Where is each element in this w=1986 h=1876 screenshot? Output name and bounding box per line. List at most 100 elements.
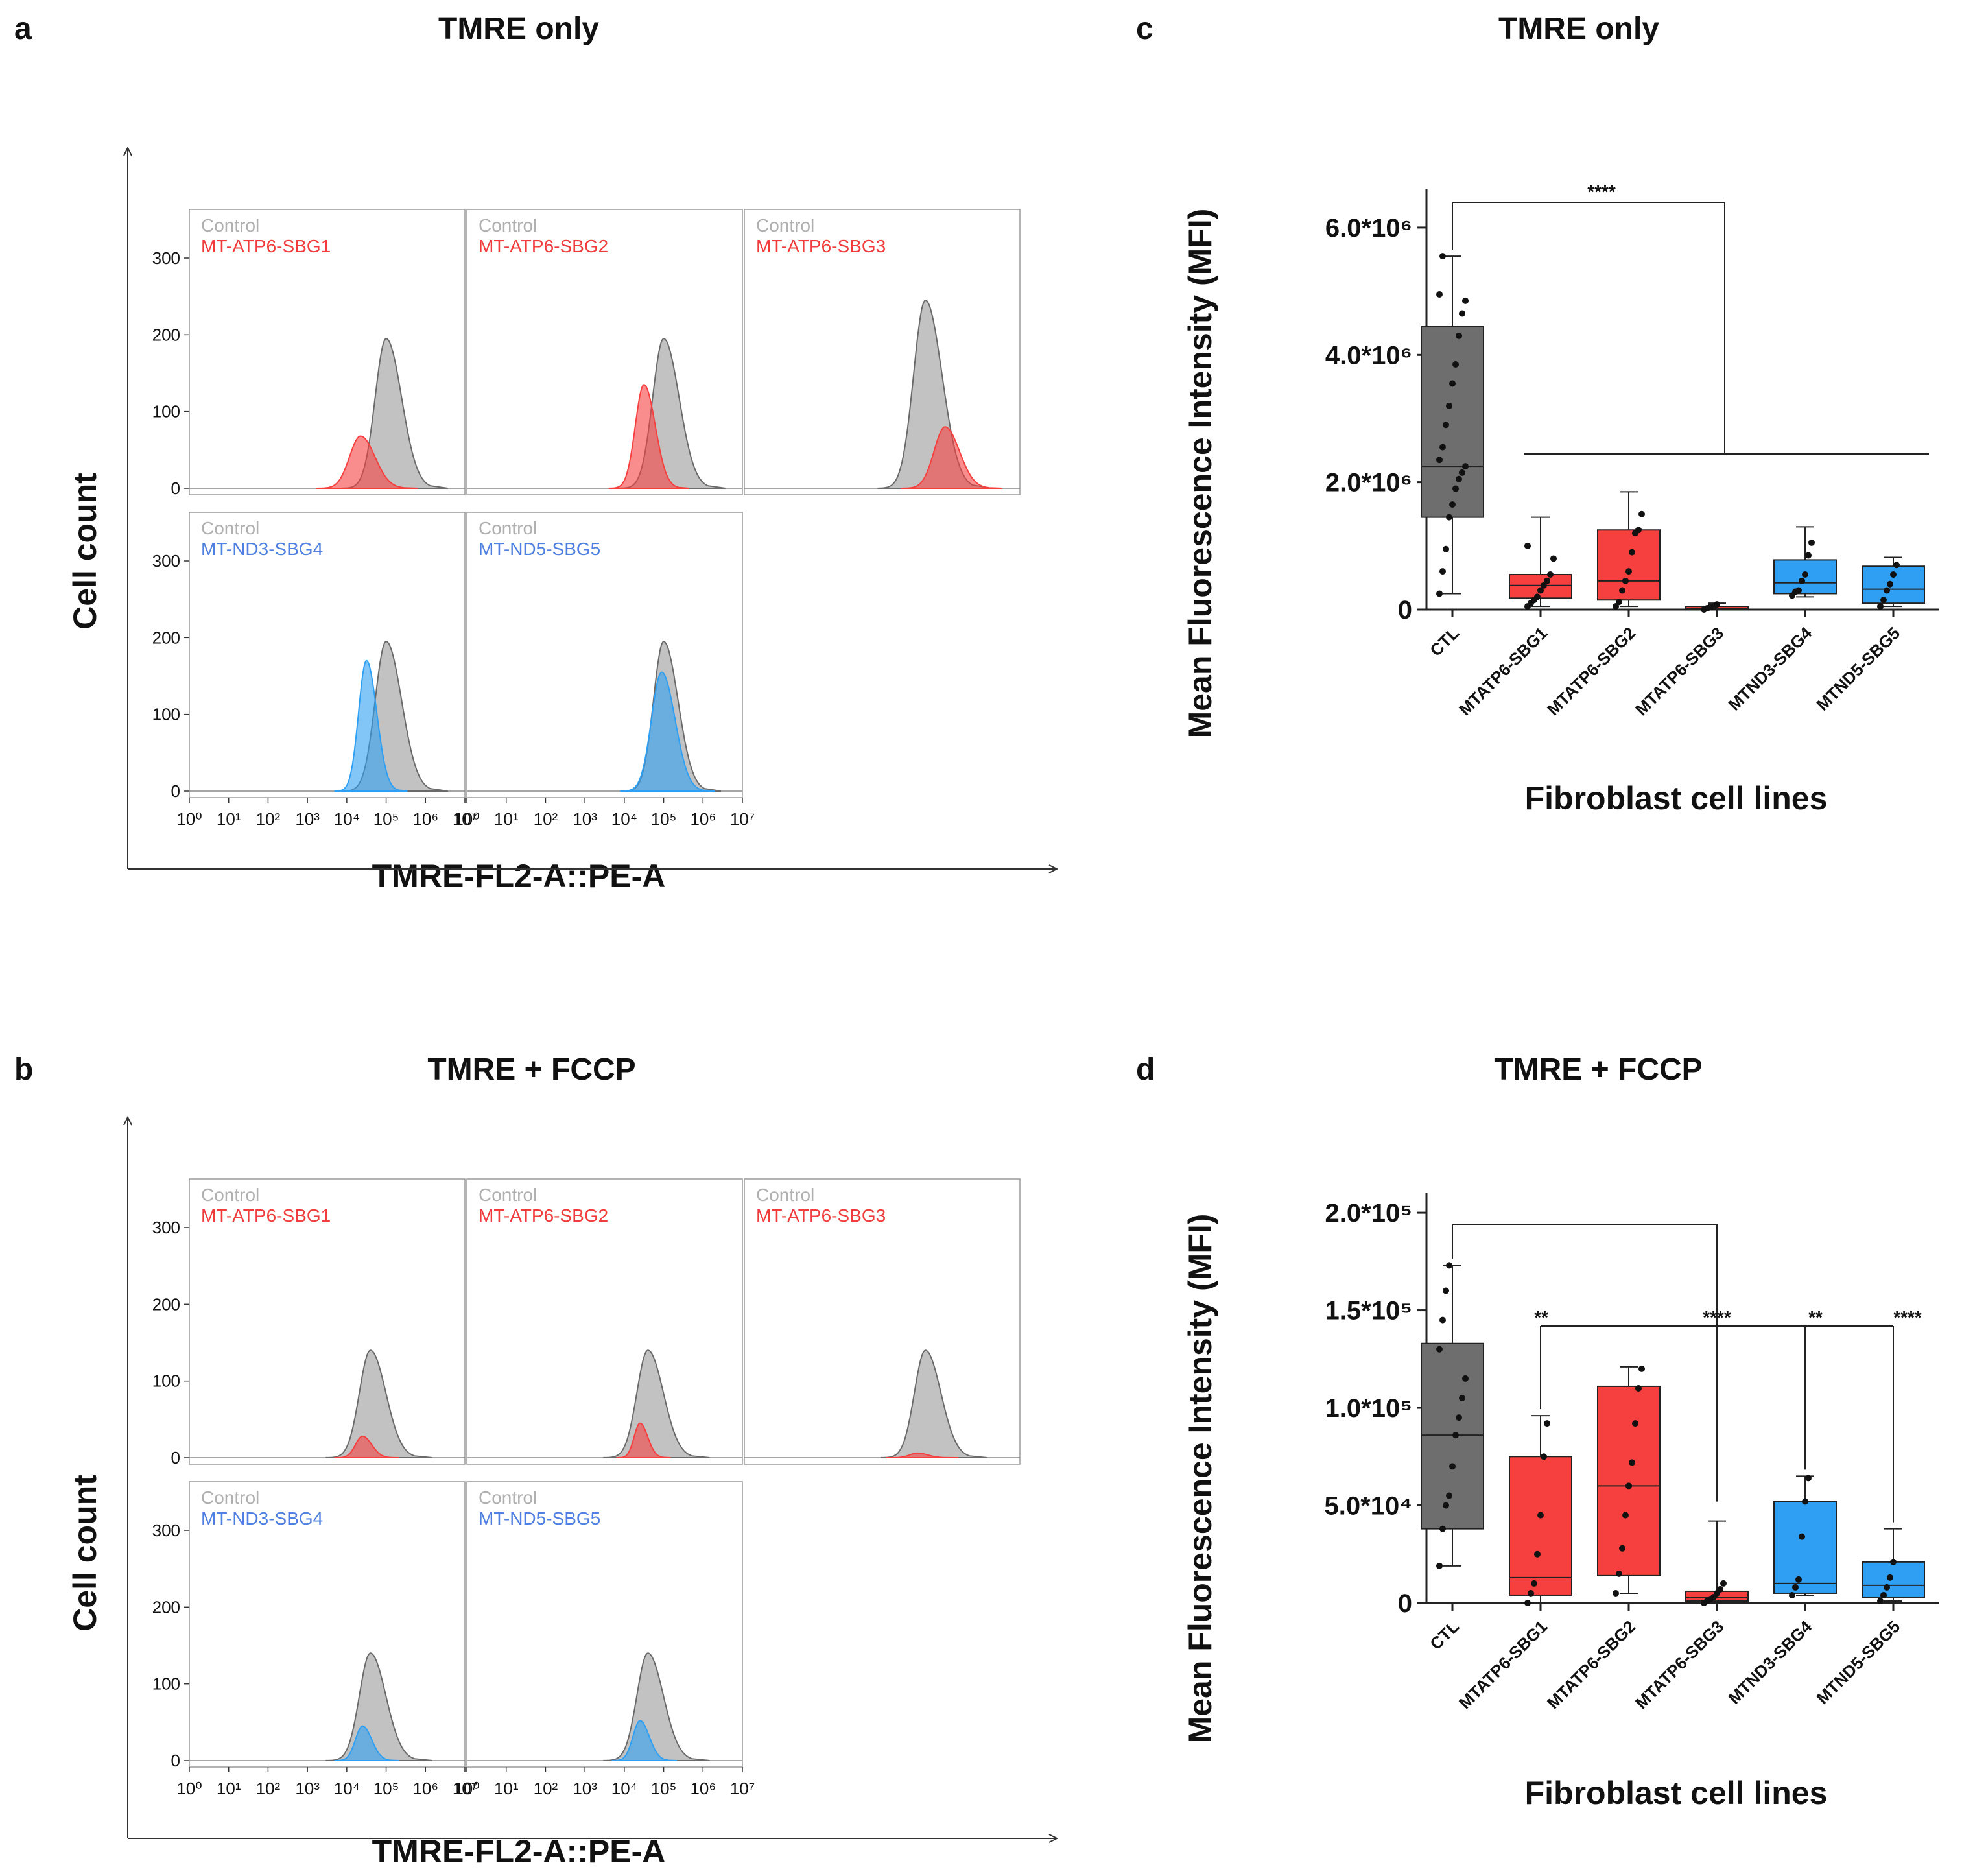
x-tick-label: 10⁰ <box>454 1779 479 1798</box>
histogram-panel-a: ControlMT-ATP6-SBG10100200300ControlMT-A… <box>123 146 1059 873</box>
x-tick-label: 10⁷ <box>453 809 477 829</box>
x-tick-label: 10² <box>256 1779 281 1798</box>
box-iqr <box>1862 1561 1925 1598</box>
x-tick-label: 10¹ <box>494 1779 519 1798</box>
box-data-point <box>1449 1463 1456 1470</box>
box-data-point <box>1802 1498 1808 1505</box>
box-data-point <box>1446 1492 1452 1499</box>
box-data-point <box>1452 485 1459 492</box>
box-data-point <box>1439 253 1446 260</box>
box-data-point <box>1792 1584 1799 1591</box>
box-data-point <box>1619 587 1625 594</box>
legend-control: Control <box>201 215 259 235</box>
sample-histogram <box>611 1720 678 1761</box>
legend-control: Control <box>479 518 537 538</box>
histogram-subplot-frame <box>189 512 466 798</box>
sample-histogram <box>334 659 408 792</box>
y-tick-label: 300 <box>152 1521 180 1540</box>
box-data-point <box>1619 1545 1625 1552</box>
box-d-ylabel: Mean Fluorescence Intensity (MFI) <box>1182 1214 1218 1744</box>
histogram-subplot-frame <box>744 1178 1021 1465</box>
box-data-point <box>1805 552 1812 559</box>
box-data-point <box>1449 501 1456 508</box>
box-data-point <box>1537 587 1544 594</box>
histogram-subplot-frame <box>466 1178 743 1465</box>
histogram-subplot-frame <box>189 1178 466 1465</box>
box-data-point <box>1887 580 1893 588</box>
histogram-subplot-frame <box>189 209 466 495</box>
box-category-label: MTATP6-SBG2 <box>1543 623 1639 719</box>
sample-histogram <box>620 671 715 792</box>
box-category-label: MTATP6-SBG1 <box>1455 623 1551 719</box>
panel-title-a: TMRE only <box>438 12 599 46</box>
significance-label: **** <box>1893 1307 1922 1327</box>
y-tick-label: 100 <box>152 1371 180 1391</box>
panel-title-b: TMRE + FCCP <box>427 1052 635 1087</box>
box-data-point <box>1449 380 1456 387</box>
y-tick-label: 0 <box>171 1448 180 1467</box>
box-c-xlabel: Fibroblast cell lines <box>1525 780 1828 816</box>
box-data-point <box>1550 555 1557 562</box>
box-data-point <box>1890 571 1897 578</box>
x-tick-label: 10³ <box>295 1779 320 1798</box>
control-histogram <box>325 1652 432 1761</box>
box-data-point <box>1446 514 1452 521</box>
box-data-point <box>1893 562 1900 569</box>
box-y-tick-label: 0 <box>1398 1589 1412 1618</box>
box-category-label: MTND3-SBG4 <box>1725 1617 1816 1708</box>
x-tick-label: 10¹ <box>217 1779 241 1798</box>
x-tick-label: 10⁷ <box>453 1779 477 1798</box>
y-tick-label: 200 <box>152 1294 180 1314</box>
box-data-point <box>1884 1584 1890 1591</box>
box-category-label: MTATP6-SBG3 <box>1631 623 1727 719</box>
x-tick-label: 10⁰ <box>176 1779 202 1798</box>
sample-histogram <box>316 435 418 489</box>
legend-control: Control <box>479 1488 537 1508</box>
x-tick-label: 10⁵ <box>373 1779 399 1798</box>
box-data-point <box>1436 291 1443 298</box>
legend-sample: MT-ATP6-SBG1 <box>201 236 331 256</box>
histogram-panel-b: ControlMT-ATP6-SBG10100200300ControlMT-A… <box>123 1115 1059 1843</box>
box-y-tick-label: 6.0*10⁶ <box>1325 214 1412 243</box>
legend-control: Control <box>479 1185 537 1205</box>
control-histogram <box>325 1349 432 1458</box>
legend-sample: MT-ATP6-SBG2 <box>479 1205 608 1226</box>
significance-label: **** <box>1587 182 1616 202</box>
legend-sample: MT-ND5-SBG5 <box>479 1508 600 1528</box>
histogram-subplot-frame <box>466 209 743 495</box>
hist-outer-y-arrow <box>123 146 132 156</box>
y-tick-label: 100 <box>152 1674 180 1694</box>
box-data-point <box>1439 1316 1446 1324</box>
y-tick-label: 0 <box>171 781 180 801</box>
y-tick-label: 200 <box>152 628 180 647</box>
x-tick-label: 10² <box>534 1779 558 1798</box>
box-data-point <box>1638 1365 1645 1372</box>
sample-histogram <box>886 1452 959 1458</box>
box-category-label: MTND3-SBG4 <box>1725 623 1816 715</box>
box-data-point <box>1439 1525 1446 1532</box>
x-tick-label: 10⁰ <box>454 809 479 829</box>
box-category-label: MTATP6-SBG2 <box>1543 1617 1639 1713</box>
box-data-point <box>1459 310 1465 317</box>
box-data-point <box>1880 597 1887 604</box>
hist-outer-x-arrow <box>1048 1834 1059 1843</box>
x-tick-label: 10⁴ <box>611 809 637 829</box>
sample-histogram <box>616 1422 671 1458</box>
box-category-label: MTND5-SBG5 <box>1813 1617 1904 1708</box>
box-data-point <box>1613 603 1619 610</box>
box-data-point <box>1795 587 1802 594</box>
box-y-tick-label: 0 <box>1398 596 1412 624</box>
box-data-point <box>1459 1395 1465 1401</box>
box-data-point <box>1632 1420 1638 1427</box>
box-category-label: CTL <box>1426 1617 1463 1654</box>
x-tick-label: 10⁷ <box>730 1779 755 1798</box>
box-data-point <box>1635 1384 1642 1392</box>
legend-sample: MT-ATP6-SBG3 <box>756 1205 886 1226</box>
x-tick-label: 10³ <box>573 1779 597 1798</box>
x-tick-label: 10² <box>256 809 281 829</box>
box-category-label: MTATP6-SBG1 <box>1455 1617 1551 1713</box>
box-data-point <box>1462 297 1469 304</box>
box-data-point <box>1625 568 1632 575</box>
box-data-point <box>1541 582 1547 589</box>
